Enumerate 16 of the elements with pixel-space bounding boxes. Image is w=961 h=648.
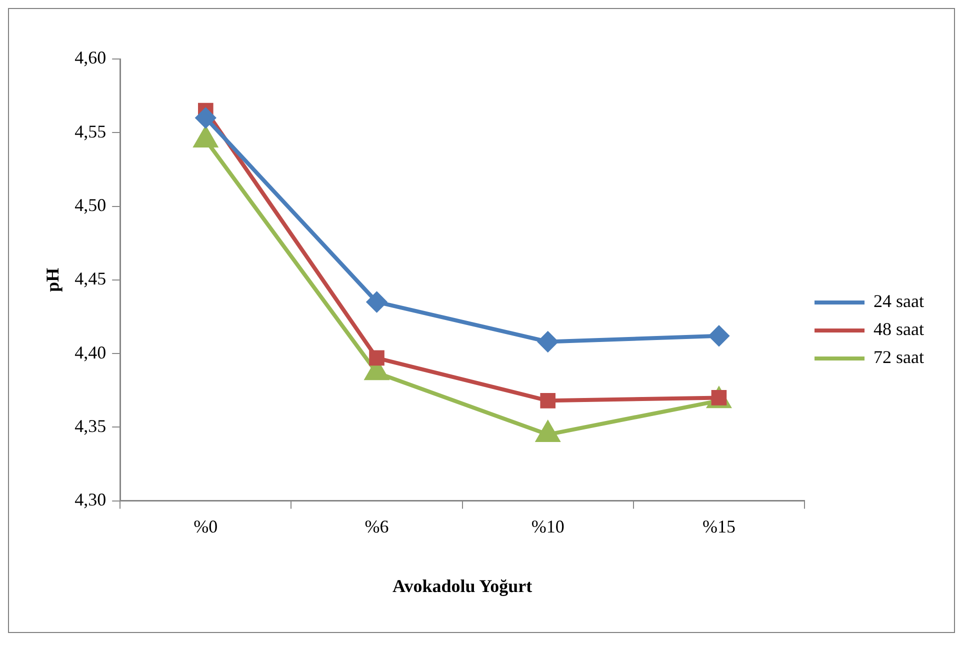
legend-label: 24 saat — [874, 291, 924, 312]
x-tick-label: %10 — [531, 516, 564, 536]
y-axis-title: pH — [42, 268, 62, 292]
x-tick-label: %0 — [194, 516, 218, 536]
y-tick-label: 4,50 — [74, 195, 106, 215]
x-axis-title: Avokadolu Yoğurt — [392, 576, 532, 596]
y-tick-label: 4,60 — [74, 48, 106, 68]
y-tick-label: 4,55 — [74, 121, 106, 142]
y-tick-label: 4,40 — [74, 342, 106, 362]
legend-label: 72 saat — [874, 347, 924, 368]
y-tick-label: 4,30 — [74, 490, 106, 510]
legend-label: 48 saat — [874, 319, 924, 340]
x-tick-label: %6 — [364, 516, 389, 536]
x-tick-label: %15 — [702, 516, 736, 536]
y-tick-label: 4,35 — [74, 416, 106, 436]
y-tick-label: 4,45 — [74, 268, 106, 289]
